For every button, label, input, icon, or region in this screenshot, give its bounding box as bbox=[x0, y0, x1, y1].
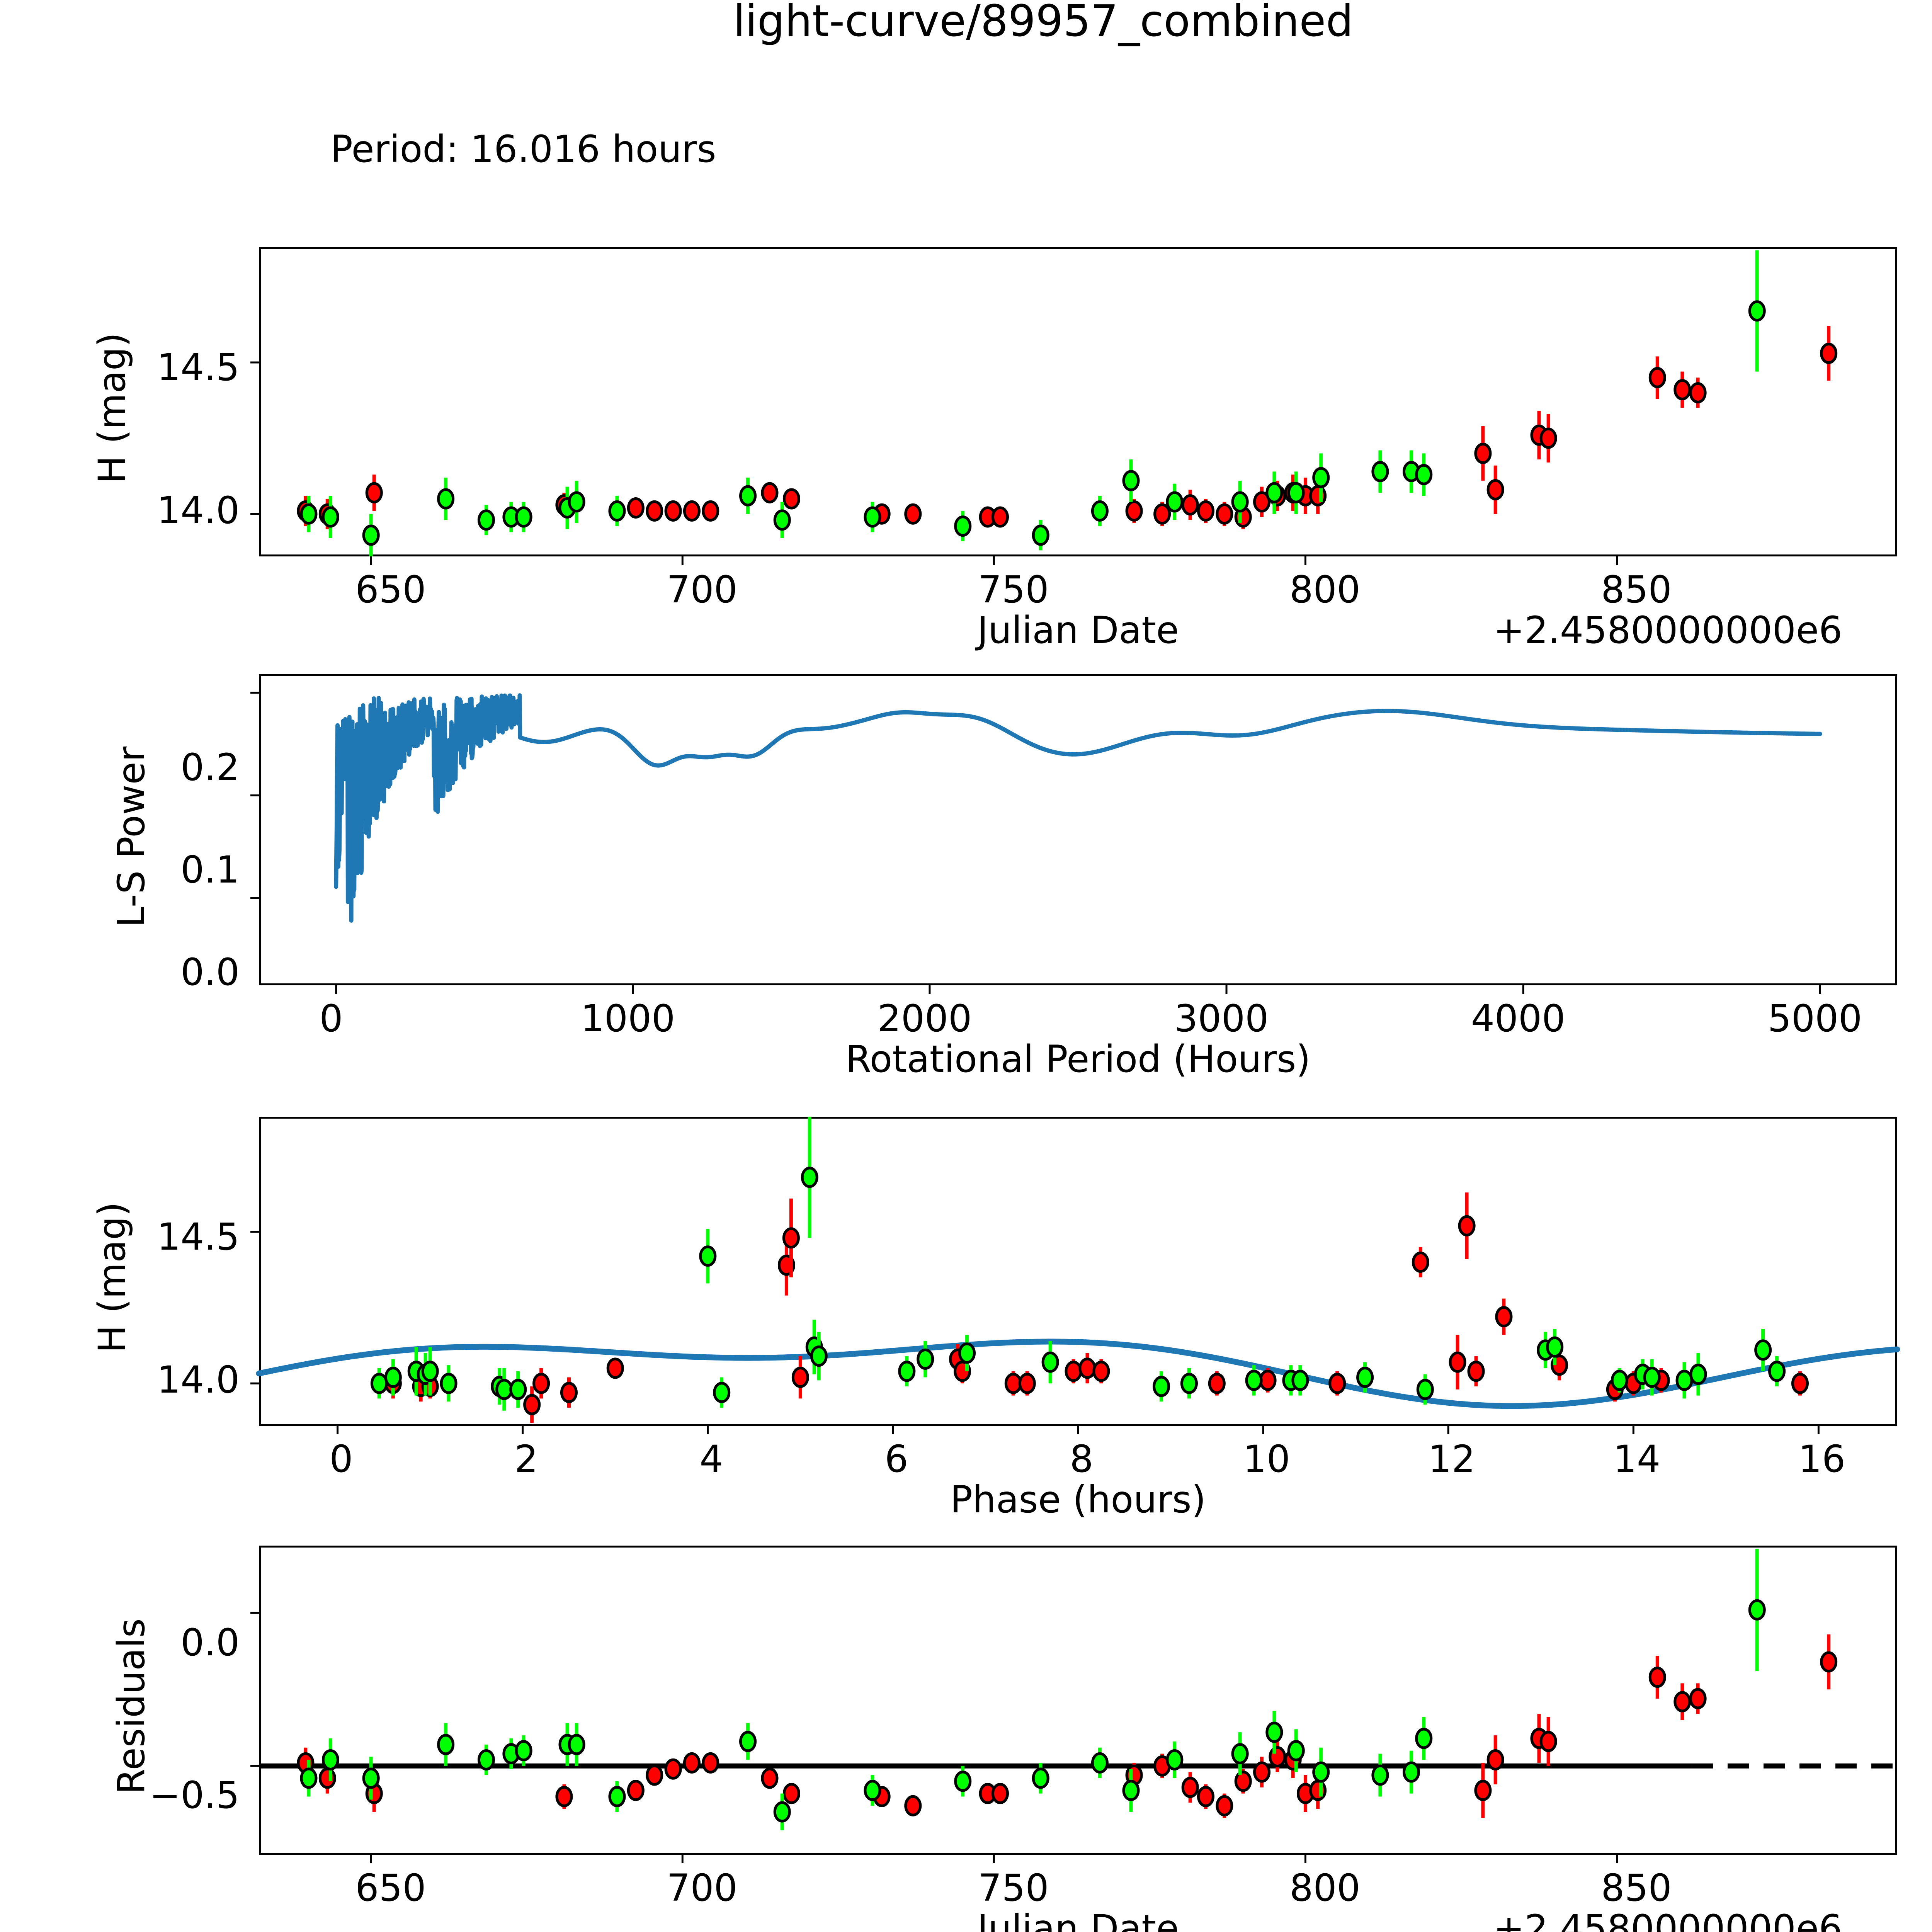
panel-light-curve bbox=[259, 247, 1897, 556]
panel-residuals-xlabel: Julian Date bbox=[977, 1907, 1179, 1932]
panel-phase-folded-xtick-5: 10 bbox=[1243, 1437, 1291, 1481]
panel-periodogram-ytick-0: 0.2 bbox=[180, 746, 240, 789]
panel-periodogram-xtick-2: 2000 bbox=[877, 997, 972, 1040]
panel-residuals-xtick-0: 650 bbox=[355, 1866, 426, 1910]
panel-light-curve-xtick-1: 700 bbox=[667, 568, 738, 611]
panel-light-curve-xlabel: Julian Date bbox=[977, 609, 1179, 652]
panel-periodogram-ytick-1: 0.1 bbox=[180, 848, 240, 891]
panel-residuals-ytick-0: 0.0 bbox=[180, 1621, 240, 1664]
panel-residuals-xtick-1: 700 bbox=[667, 1866, 738, 1910]
panel-phase-folded-ytick-0: 14.5 bbox=[157, 1215, 240, 1259]
panel-phase-folded-xtick-7: 14 bbox=[1613, 1437, 1661, 1481]
panel-light-curve-xtick-2: 750 bbox=[978, 568, 1049, 611]
panel-residuals-offset: +2.4580000000e6 bbox=[1493, 1907, 1842, 1932]
panel-residuals-xtick-2: 750 bbox=[978, 1866, 1049, 1910]
panel-light-curve-ytick-0: 14.5 bbox=[157, 346, 240, 389]
panel-light-curve-xtick-0: 650 bbox=[355, 568, 426, 611]
panel-periodogram-xtick-5: 5000 bbox=[1767, 997, 1862, 1040]
panel-light-curve-xtick-4: 850 bbox=[1601, 568, 1672, 611]
panel-light-curve-ytick-1: 14.0 bbox=[157, 489, 240, 532]
panel-light-curve-offset: +2.4580000000e6 bbox=[1493, 609, 1842, 652]
panel-periodogram bbox=[259, 674, 1897, 985]
panel-phase-folded-ytick-1: 14.0 bbox=[157, 1358, 240, 1401]
panel-phase-folded-xtick-8: 16 bbox=[1798, 1437, 1846, 1481]
figure-subtitle: Period: 16.016 hours bbox=[330, 128, 716, 171]
panel-phase-folded-xtick-2: 4 bbox=[699, 1437, 723, 1481]
panel-periodogram-xtick-3: 3000 bbox=[1174, 997, 1269, 1040]
panel-phase-folded-xtick-0: 0 bbox=[329, 1437, 353, 1481]
panel-residuals-xtick-3: 800 bbox=[1289, 1866, 1361, 1910]
figure-title: light-curve/89957_combined bbox=[733, 0, 1354, 46]
panel-periodogram-ytick-2: 0.0 bbox=[180, 951, 240, 994]
panel-residuals-ytick-1: −0.5 bbox=[149, 1774, 240, 1817]
panel-periodogram-xlabel: Rotational Period (Hours) bbox=[845, 1037, 1311, 1081]
panel-periodogram-xtick-1: 1000 bbox=[580, 997, 675, 1040]
panel-phase-folded-xtick-4: 8 bbox=[1070, 1437, 1094, 1481]
panel-phase-folded-xtick-3: 6 bbox=[884, 1437, 908, 1481]
panel-residuals bbox=[259, 1546, 1897, 1855]
panel-phase-folded-xtick-1: 2 bbox=[514, 1437, 538, 1481]
panel-periodogram-xtick-4: 4000 bbox=[1471, 997, 1566, 1040]
panel-phase-folded-xlabel: Phase (hours) bbox=[950, 1478, 1206, 1521]
panel-periodogram-xtick-0: 0 bbox=[319, 997, 343, 1040]
panel-phase-folded-xtick-6: 12 bbox=[1428, 1437, 1476, 1481]
panel-light-curve-xtick-3: 800 bbox=[1289, 568, 1361, 611]
panel-residuals-xtick-4: 850 bbox=[1601, 1866, 1672, 1910]
